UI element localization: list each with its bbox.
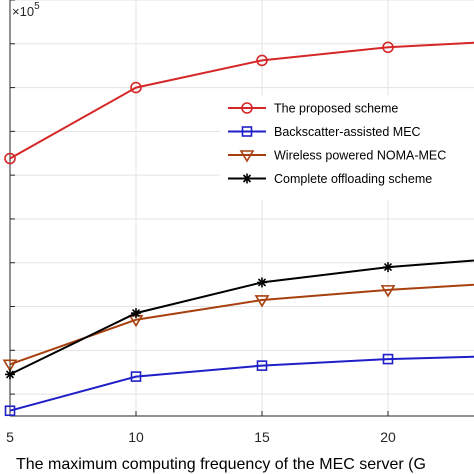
data-point [130, 371, 142, 382]
data-point [254, 295, 270, 308]
legend-label: Backscatter-assisted MEC [274, 125, 421, 139]
data-point [5, 369, 15, 380]
data-point [383, 262, 393, 273]
labels: 5 10 15 20 The maximum computing frequency o… [6, 1, 426, 473]
data-point [242, 173, 252, 184]
x-axis-label: The maximum computing frequency of the M… [16, 456, 426, 473]
series-line [9, 355, 474, 412]
data-point [257, 277, 267, 288]
axes [9, 0, 474, 417]
asterisk-stroke [131, 309, 141, 318]
legend-box [219, 95, 474, 201]
series-line [9, 41, 474, 160]
data-point [4, 405, 16, 417]
data-point [4, 152, 16, 165]
x-tick-label: 20 [380, 429, 396, 445]
plot-background [10, 0, 474, 416]
legend-label: Complete offloading scheme [274, 172, 432, 186]
data-point [256, 360, 268, 371]
asterisk-stroke [242, 174, 252, 183]
data-point [239, 150, 255, 163]
data-point [382, 353, 394, 365]
x-tick-label: 15 [254, 429, 270, 445]
legend: The proposed scheme Backscatter-assisted … [219, 95, 474, 201]
legend-label: Wireless powered NOMA-MEC [274, 149, 446, 163]
asterisk-stroke [5, 370, 15, 379]
legend-label: The proposed scheme [274, 102, 398, 116]
data-point [131, 308, 141, 319]
y-exponent-power: 5 [34, 1, 40, 12]
asterisk-stroke [383, 263, 393, 272]
data-point [382, 41, 394, 54]
y-exponent-label: ×105 [12, 1, 40, 19]
data-point [2, 359, 18, 372]
x-tick-label: 10 [128, 429, 144, 445]
asterisk-stroke [257, 278, 267, 287]
data-point [380, 285, 396, 298]
series-layer [2, 41, 474, 417]
x-tick-label: 5 [6, 429, 14, 445]
data-point [241, 102, 253, 114]
data-point [256, 54, 268, 67]
data-point [130, 81, 142, 94]
data-point [241, 126, 253, 137]
